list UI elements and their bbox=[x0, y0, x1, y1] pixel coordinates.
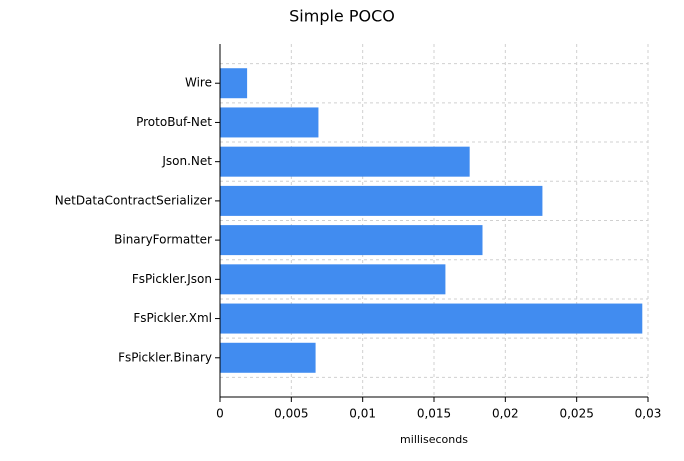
x-tick-label: 0,005 bbox=[274, 407, 308, 421]
bar bbox=[220, 225, 483, 256]
y-tick-label: FsPickler.Xml bbox=[133, 311, 212, 325]
y-tick-label: NetDataContractSerializer bbox=[55, 193, 212, 207]
x-tick-label: 0 bbox=[216, 407, 224, 421]
y-tick-label: ProtoBuf-Net bbox=[136, 115, 212, 129]
x-tick-label: 0,025 bbox=[559, 407, 593, 421]
bar bbox=[220, 185, 543, 216]
bar bbox=[220, 146, 470, 177]
x-tick-label: 0,015 bbox=[417, 407, 451, 421]
x-tick-label: 0,01 bbox=[349, 407, 376, 421]
x-tick-label: 0,02 bbox=[492, 407, 519, 421]
bar bbox=[220, 68, 248, 99]
bar bbox=[220, 342, 316, 373]
bar bbox=[220, 303, 643, 334]
x-axis-label: milliseconds bbox=[400, 433, 468, 446]
y-tick-label: FsPickler.Binary bbox=[118, 350, 212, 364]
x-tick-label: 0,03 bbox=[635, 407, 662, 421]
y-tick-label: Wire bbox=[185, 76, 212, 90]
y-tick-label: FsPickler.Json bbox=[132, 272, 212, 286]
y-tick-label: BinaryFormatter bbox=[114, 233, 212, 247]
bar bbox=[220, 264, 446, 295]
chart-title: Simple POCO bbox=[289, 7, 395, 26]
bar bbox=[220, 107, 319, 138]
y-tick-label: Json.Net bbox=[161, 154, 212, 168]
